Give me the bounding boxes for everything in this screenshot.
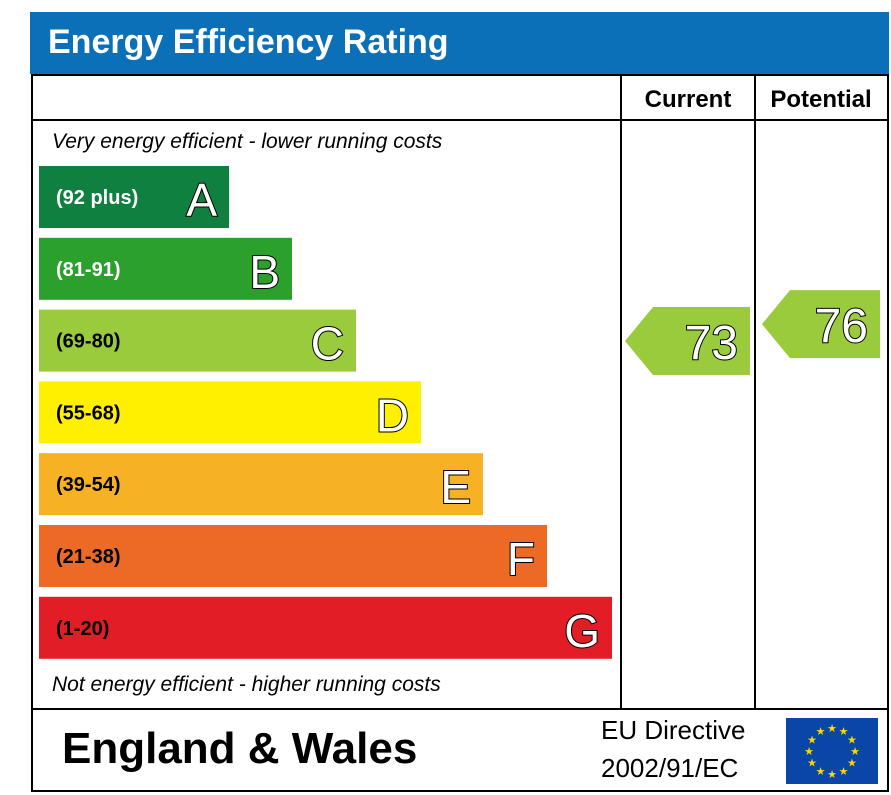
- chart-frame: [31, 74, 889, 792]
- current-value: 73: [685, 317, 738, 370]
- band-letter-a: A: [186, 174, 217, 226]
- band-range-b: (81-91): [56, 259, 120, 281]
- band-bar-a: [39, 166, 229, 228]
- band-e: (39-54) E: [39, 453, 483, 516]
- directive-line-2: 2002/91/EC: [601, 753, 738, 783]
- band-range-e: (39-54): [56, 474, 120, 496]
- rating-arrows: 73 76: [625, 290, 880, 376]
- band-range-f: (21-38): [56, 546, 120, 568]
- band-c: (69-80) C: [39, 309, 356, 372]
- band-bar-e: [39, 453, 483, 516]
- header-bar: [30, 12, 889, 74]
- band-a: (92 plus) A: [39, 166, 229, 228]
- chart-title: Energy Efficiency Rating: [48, 23, 449, 61]
- eu-star: ★: [816, 765, 826, 778]
- band-bar-b: [39, 237, 292, 300]
- eu-star: ★: [804, 745, 814, 758]
- band-f: (21-38) F: [39, 525, 547, 587]
- eu-star: ★: [816, 725, 826, 738]
- band-bar-c: [39, 309, 356, 372]
- current-rating: 73: [625, 307, 750, 376]
- band-letter-e: E: [440, 461, 471, 513]
- band-letter-b: B: [249, 246, 280, 298]
- band-letter-g: G: [564, 605, 600, 657]
- band-letter-d: D: [376, 389, 409, 441]
- top-note: Very energy efficient - lower running co…: [52, 130, 443, 153]
- eu-star: ★: [807, 757, 817, 770]
- band-bar-g: [39, 596, 612, 659]
- band-b: (81-91) B: [39, 237, 292, 300]
- band-range-d: (55-68): [56, 402, 120, 424]
- band-range-c: (69-80): [56, 331, 120, 353]
- eu-star: ★: [850, 745, 860, 758]
- eu-star: ★: [847, 734, 857, 747]
- band-range-a: (92 plus): [56, 187, 138, 209]
- bottom-note: Not energy efficient - higher running co…: [52, 673, 441, 696]
- current-column-header: Current: [645, 86, 732, 113]
- band-letter-c: C: [311, 318, 344, 370]
- region-label: England & Wales: [62, 724, 417, 773]
- outer-border: [31, 74, 889, 792]
- eu-star: ★: [847, 757, 857, 770]
- potential-rating: 76: [762, 290, 880, 359]
- band-letter-f: F: [507, 533, 535, 585]
- band-range-g: (1-20): [56, 618, 109, 640]
- rating-bands: (92 plus) A (81-91) B (69-80) C (55-68) D (39-54…: [39, 166, 612, 659]
- potential-arrow: [762, 290, 880, 359]
- eu-star: ★: [839, 765, 849, 778]
- current-arrow: [625, 307, 750, 376]
- eu-star: ★: [839, 725, 849, 738]
- eu-flag-icon: ★ ★★★★★★★★★★★: [786, 718, 878, 784]
- band-g: (1-20) G: [39, 596, 612, 659]
- eu-star: ★: [827, 722, 837, 735]
- band-bar-f: [39, 525, 547, 587]
- potential-value: 76: [815, 300, 868, 353]
- directive-line-1: EU Directive: [601, 715, 745, 745]
- potential-column-header: Potential: [770, 86, 871, 113]
- eu-star: ★: [807, 734, 817, 747]
- band-d: (55-68) D: [39, 381, 421, 444]
- eu-star: ★: [827, 768, 837, 781]
- band-bar-d: [39, 381, 421, 444]
